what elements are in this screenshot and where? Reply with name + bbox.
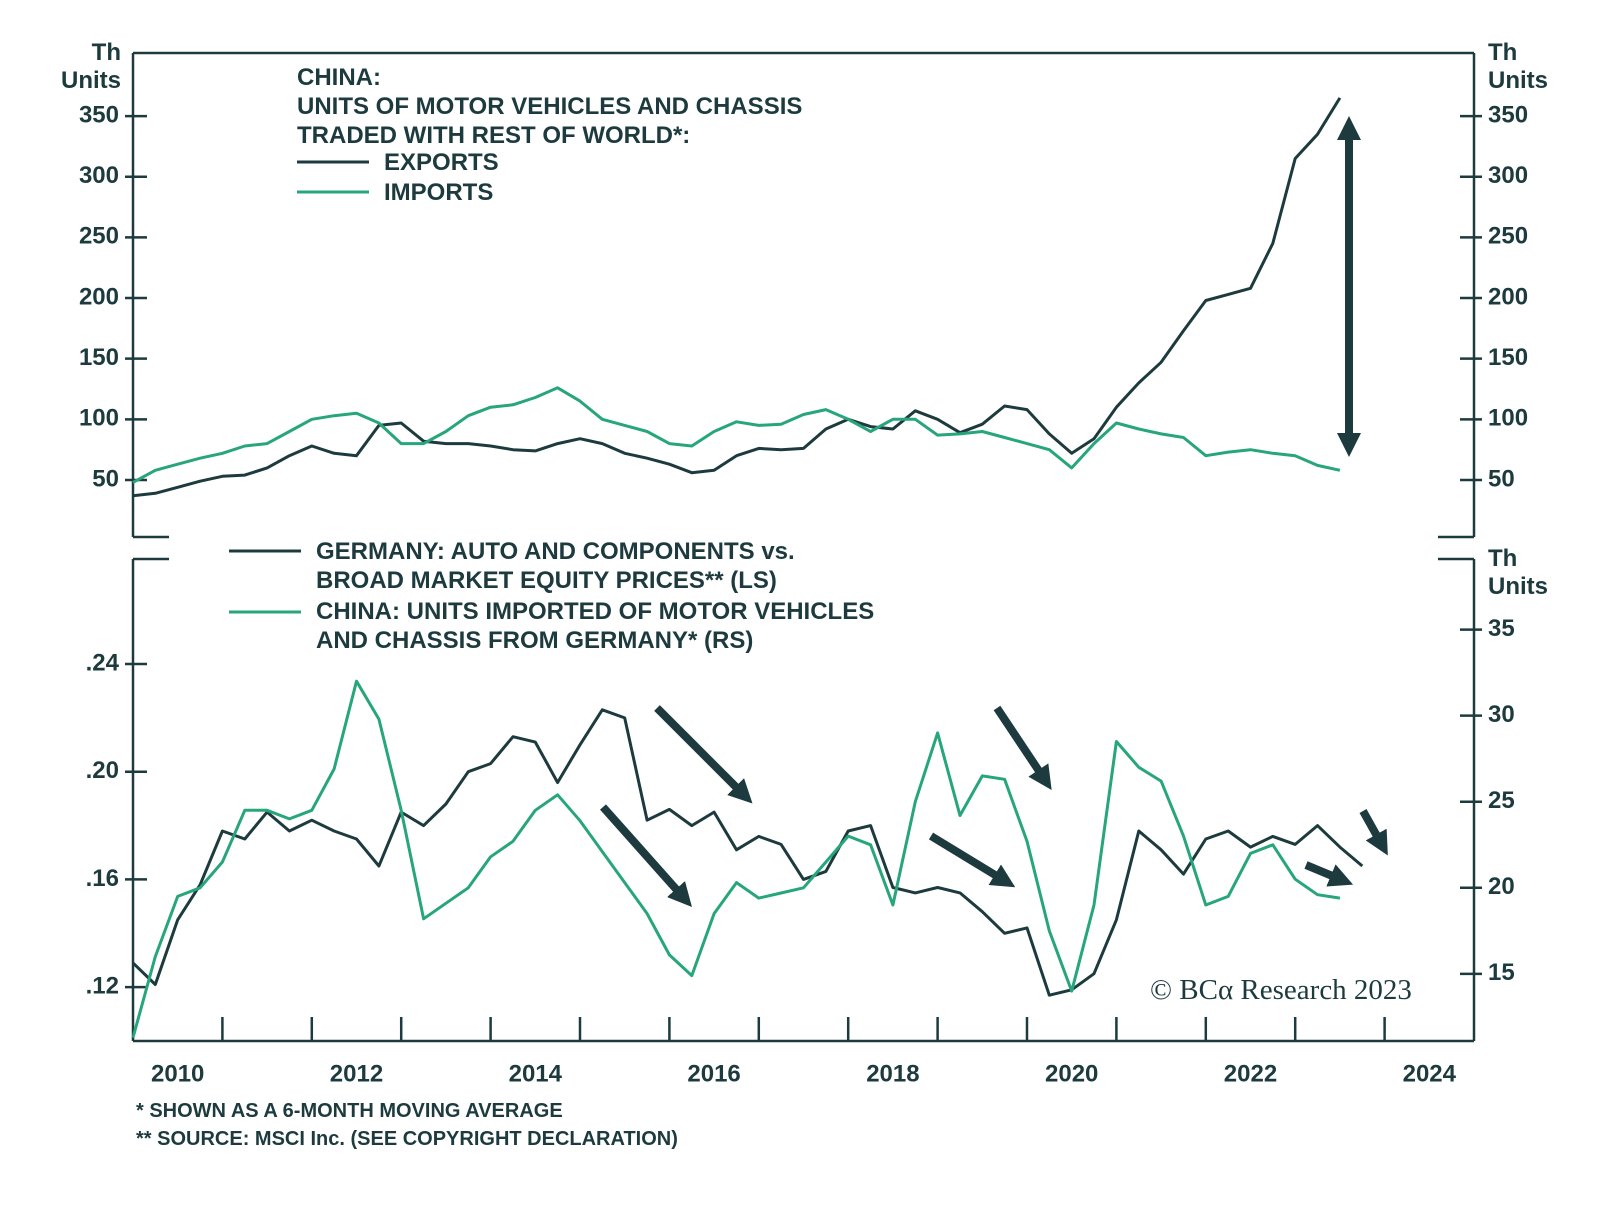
series-line xyxy=(132,386,1341,484)
trend-arrow xyxy=(1359,809,1388,856)
y-tick-label-right: 150 xyxy=(1488,344,1528,371)
y-tick-label: .20 xyxy=(86,757,119,784)
y2-tick-label: 15 xyxy=(1488,959,1515,986)
y-tick-label: 250 xyxy=(79,223,119,250)
y-tick-label: 50 xyxy=(92,465,119,492)
y-axis-label: Th Units xyxy=(61,39,121,94)
y-tick-label-right: 50 xyxy=(1488,465,1515,492)
x-tick-label: 2020 xyxy=(1045,1060,1098,1087)
x-tick-label: 2024 xyxy=(1403,1060,1457,1087)
copyright: © BCα Research 2023 xyxy=(1150,974,1412,1006)
trend-arrow xyxy=(600,804,692,907)
series-line xyxy=(132,97,1342,498)
y-tick-label: .16 xyxy=(86,865,119,892)
series-line xyxy=(131,679,1341,1038)
legend-label: CHINA: UNITS IMPORTED OF MOTOR VEHICLES … xyxy=(316,598,875,654)
x-tick-label: 2010 xyxy=(151,1060,204,1087)
x-tick-label: 2016 xyxy=(687,1060,740,1087)
trend-arrow xyxy=(654,705,753,804)
legend-label: EXPORTS xyxy=(384,149,499,176)
trend-arrow xyxy=(1304,861,1354,887)
y-tick-label-right: 300 xyxy=(1488,162,1528,189)
trend-arrow xyxy=(928,832,1016,888)
y2-tick-label: 35 xyxy=(1488,615,1515,642)
y-tick-label: 350 xyxy=(79,101,119,128)
y-tick-label-right: 200 xyxy=(1488,283,1528,310)
y-tick-label-right: 100 xyxy=(1488,405,1528,432)
y-tick-label: 200 xyxy=(79,283,119,310)
legend-label: GERMANY: AUTO AND COMPONENTS vs. BROAD M… xyxy=(316,538,795,594)
y-axis-label-right: Th Units xyxy=(1488,39,1548,94)
x-tick-label: 2014 xyxy=(509,1060,563,1087)
y-tick-label: 150 xyxy=(79,344,119,371)
series-line xyxy=(131,708,1364,997)
legend-label: IMPORTS xyxy=(384,179,494,206)
y-tick-label-right: 250 xyxy=(1488,223,1528,250)
y-tick-label: .12 xyxy=(86,972,119,999)
trend-arrow xyxy=(993,705,1052,790)
y-tick-label: 300 xyxy=(79,162,119,189)
footnote: ** SOURCE: MSCI Inc. (SEE COPYRIGHT DECL… xyxy=(136,1128,678,1150)
y2-tick-label: 20 xyxy=(1488,873,1515,900)
annotation-arrows xyxy=(600,116,1388,907)
footnote: * SHOWN AS A 6-MONTH MOVING AVERAGE xyxy=(136,1100,563,1122)
y-tick-label-right: 350 xyxy=(1488,101,1528,128)
chart-title: CHINA: UNITS OF MOTOR VEHICLES AND CHASS… xyxy=(297,64,803,149)
x-tick-label: 2022 xyxy=(1224,1060,1277,1087)
x-tick-label: 2018 xyxy=(866,1060,919,1087)
y-tick-label: .24 xyxy=(86,649,120,676)
y2-tick-label: 30 xyxy=(1488,701,1515,728)
y2-tick-label: 25 xyxy=(1488,787,1515,814)
y-axis-label-right: Th Units xyxy=(1488,545,1548,600)
y-tick-label: 100 xyxy=(79,405,119,432)
x-tick-label: 2012 xyxy=(330,1060,383,1087)
